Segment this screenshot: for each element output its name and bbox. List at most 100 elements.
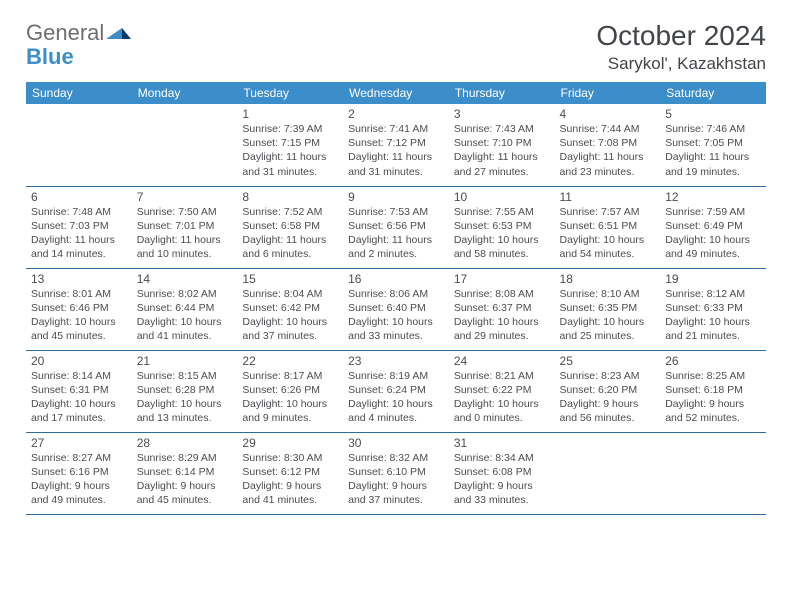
day-info: Sunrise: 7:55 AMSunset: 6:53 PMDaylight:… — [454, 205, 550, 262]
day-number: 28 — [137, 436, 233, 450]
title-block: October 2024 Sarykol', Kazakhstan — [596, 20, 766, 74]
day-number: 12 — [665, 190, 761, 204]
day-info: Sunrise: 7:46 AMSunset: 7:05 PMDaylight:… — [665, 122, 761, 179]
day-number: 4 — [560, 107, 656, 121]
day-number: 2 — [348, 107, 444, 121]
calendar-day-cell: 16Sunrise: 8:06 AMSunset: 6:40 PMDayligh… — [343, 268, 449, 350]
day-info: Sunrise: 8:17 AMSunset: 6:26 PMDaylight:… — [242, 369, 338, 426]
day-number: 1 — [242, 107, 338, 121]
month-title: October 2024 — [596, 20, 766, 52]
day-info: Sunrise: 7:43 AMSunset: 7:10 PMDaylight:… — [454, 122, 550, 179]
brand-logo: General — [26, 20, 132, 46]
calendar-day-cell: 19Sunrise: 8:12 AMSunset: 6:33 PMDayligh… — [660, 268, 766, 350]
day-number: 23 — [348, 354, 444, 368]
day-info: Sunrise: 8:06 AMSunset: 6:40 PMDaylight:… — [348, 287, 444, 344]
calendar-day-cell: 21Sunrise: 8:15 AMSunset: 6:28 PMDayligh… — [132, 350, 238, 432]
calendar-day-cell — [660, 432, 766, 514]
calendar-week-row: 13Sunrise: 8:01 AMSunset: 6:46 PMDayligh… — [26, 268, 766, 350]
day-info: Sunrise: 8:29 AMSunset: 6:14 PMDaylight:… — [137, 451, 233, 508]
calendar-day-cell: 15Sunrise: 8:04 AMSunset: 6:42 PMDayligh… — [237, 268, 343, 350]
calendar-day-cell: 2Sunrise: 7:41 AMSunset: 7:12 PMDaylight… — [343, 104, 449, 186]
calendar-day-cell: 12Sunrise: 7:59 AMSunset: 6:49 PMDayligh… — [660, 186, 766, 268]
day-number: 29 — [242, 436, 338, 450]
day-number: 10 — [454, 190, 550, 204]
day-info: Sunrise: 8:23 AMSunset: 6:20 PMDaylight:… — [560, 369, 656, 426]
day-number: 22 — [242, 354, 338, 368]
day-number: 26 — [665, 354, 761, 368]
calendar-day-cell: 14Sunrise: 8:02 AMSunset: 6:44 PMDayligh… — [132, 268, 238, 350]
day-info: Sunrise: 8:19 AMSunset: 6:24 PMDaylight:… — [348, 369, 444, 426]
calendar-body: 1Sunrise: 7:39 AMSunset: 7:15 PMDaylight… — [26, 104, 766, 514]
day-number: 16 — [348, 272, 444, 286]
day-info: Sunrise: 8:10 AMSunset: 6:35 PMDaylight:… — [560, 287, 656, 344]
calendar-day-cell: 26Sunrise: 8:25 AMSunset: 6:18 PMDayligh… — [660, 350, 766, 432]
day-info: Sunrise: 7:53 AMSunset: 6:56 PMDaylight:… — [348, 205, 444, 262]
day-info: Sunrise: 8:27 AMSunset: 6:16 PMDaylight:… — [31, 451, 127, 508]
calendar-day-cell: 10Sunrise: 7:55 AMSunset: 6:53 PMDayligh… — [449, 186, 555, 268]
calendar-day-cell: 22Sunrise: 8:17 AMSunset: 6:26 PMDayligh… — [237, 350, 343, 432]
day-number: 27 — [31, 436, 127, 450]
calendar-day-cell: 18Sunrise: 8:10 AMSunset: 6:35 PMDayligh… — [555, 268, 661, 350]
day-number: 25 — [560, 354, 656, 368]
day-info: Sunrise: 8:15 AMSunset: 6:28 PMDaylight:… — [137, 369, 233, 426]
calendar-day-cell: 17Sunrise: 8:08 AMSunset: 6:37 PMDayligh… — [449, 268, 555, 350]
day-info: Sunrise: 7:59 AMSunset: 6:49 PMDaylight:… — [665, 205, 761, 262]
day-info: Sunrise: 8:30 AMSunset: 6:12 PMDaylight:… — [242, 451, 338, 508]
day-info: Sunrise: 7:48 AMSunset: 7:03 PMDaylight:… — [31, 205, 127, 262]
calendar-day-cell — [26, 104, 132, 186]
calendar-day-cell: 4Sunrise: 7:44 AMSunset: 7:08 PMDaylight… — [555, 104, 661, 186]
calendar-day-cell: 24Sunrise: 8:21 AMSunset: 6:22 PMDayligh… — [449, 350, 555, 432]
calendar-header-cell: Monday — [132, 82, 238, 104]
day-number: 13 — [31, 272, 127, 286]
day-number: 17 — [454, 272, 550, 286]
day-number: 31 — [454, 436, 550, 450]
day-number: 14 — [137, 272, 233, 286]
day-number: 30 — [348, 436, 444, 450]
calendar-day-cell: 25Sunrise: 8:23 AMSunset: 6:20 PMDayligh… — [555, 350, 661, 432]
calendar-day-cell: 30Sunrise: 8:32 AMSunset: 6:10 PMDayligh… — [343, 432, 449, 514]
calendar-week-row: 1Sunrise: 7:39 AMSunset: 7:15 PMDaylight… — [26, 104, 766, 186]
calendar-week-row: 20Sunrise: 8:14 AMSunset: 6:31 PMDayligh… — [26, 350, 766, 432]
calendar-day-cell: 29Sunrise: 8:30 AMSunset: 6:12 PMDayligh… — [237, 432, 343, 514]
day-number: 6 — [31, 190, 127, 204]
day-number: 7 — [137, 190, 233, 204]
day-number: 24 — [454, 354, 550, 368]
day-info: Sunrise: 7:41 AMSunset: 7:12 PMDaylight:… — [348, 122, 444, 179]
day-info: Sunrise: 8:02 AMSunset: 6:44 PMDaylight:… — [137, 287, 233, 344]
calendar-day-cell: 8Sunrise: 7:52 AMSunset: 6:58 PMDaylight… — [237, 186, 343, 268]
calendar-day-cell — [132, 104, 238, 186]
day-number: 3 — [454, 107, 550, 121]
calendar-day-cell: 6Sunrise: 7:48 AMSunset: 7:03 PMDaylight… — [26, 186, 132, 268]
day-number: 15 — [242, 272, 338, 286]
header: General October 2024 Sarykol', Kazakhsta… — [26, 20, 766, 74]
calendar-day-cell: 23Sunrise: 8:19 AMSunset: 6:24 PMDayligh… — [343, 350, 449, 432]
calendar-day-cell: 9Sunrise: 7:53 AMSunset: 6:56 PMDaylight… — [343, 186, 449, 268]
calendar-day-cell: 7Sunrise: 7:50 AMSunset: 7:01 PMDaylight… — [132, 186, 238, 268]
calendar-day-cell: 13Sunrise: 8:01 AMSunset: 6:46 PMDayligh… — [26, 268, 132, 350]
calendar-header-cell: Sunday — [26, 82, 132, 104]
calendar-week-row: 6Sunrise: 7:48 AMSunset: 7:03 PMDaylight… — [26, 186, 766, 268]
calendar-header-cell: Wednesday — [343, 82, 449, 104]
calendar-day-cell: 31Sunrise: 8:34 AMSunset: 6:08 PMDayligh… — [449, 432, 555, 514]
day-info: Sunrise: 8:04 AMSunset: 6:42 PMDaylight:… — [242, 287, 338, 344]
day-number: 5 — [665, 107, 761, 121]
calendar-header-cell: Saturday — [660, 82, 766, 104]
calendar-header-cell: Friday — [555, 82, 661, 104]
day-info: Sunrise: 8:08 AMSunset: 6:37 PMDaylight:… — [454, 287, 550, 344]
day-info: Sunrise: 8:34 AMSunset: 6:08 PMDaylight:… — [454, 451, 550, 508]
day-number: 21 — [137, 354, 233, 368]
logo-mark-icon — [106, 22, 132, 45]
day-number: 9 — [348, 190, 444, 204]
day-info: Sunrise: 7:52 AMSunset: 6:58 PMDaylight:… — [242, 205, 338, 262]
day-info: Sunrise: 8:14 AMSunset: 6:31 PMDaylight:… — [31, 369, 127, 426]
calendar-day-cell: 28Sunrise: 8:29 AMSunset: 6:14 PMDayligh… — [132, 432, 238, 514]
calendar-table: SundayMondayTuesdayWednesdayThursdayFrid… — [26, 82, 766, 515]
day-number: 18 — [560, 272, 656, 286]
day-info: Sunrise: 7:44 AMSunset: 7:08 PMDaylight:… — [560, 122, 656, 179]
calendar-day-cell — [555, 432, 661, 514]
day-number: 11 — [560, 190, 656, 204]
day-info: Sunrise: 7:39 AMSunset: 7:15 PMDaylight:… — [242, 122, 338, 179]
calendar-day-cell: 11Sunrise: 7:57 AMSunset: 6:51 PMDayligh… — [555, 186, 661, 268]
calendar-week-row: 27Sunrise: 8:27 AMSunset: 6:16 PMDayligh… — [26, 432, 766, 514]
location: Sarykol', Kazakhstan — [596, 54, 766, 74]
